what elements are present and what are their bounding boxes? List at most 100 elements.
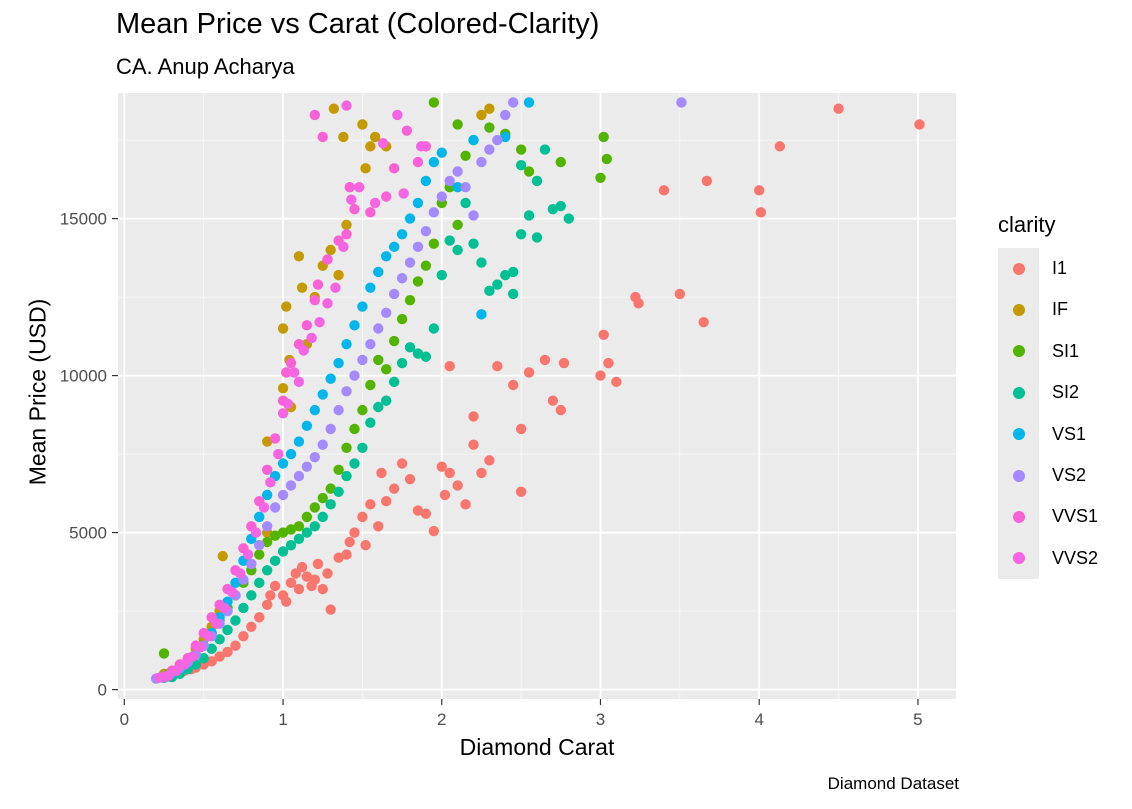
data-point: [214, 634, 225, 645]
data-point: [206, 643, 217, 654]
data-point: [309, 574, 321, 585]
data-point: [238, 631, 249, 642]
data-point: [444, 467, 455, 479]
data-point: [230, 615, 241, 626]
data-point: [428, 238, 440, 249]
data-point: [476, 467, 487, 479]
data-point: [507, 97, 519, 108]
data-point: [365, 338, 376, 350]
data-point: [341, 386, 352, 397]
data-point: [325, 604, 336, 615]
data-point: [349, 423, 360, 435]
legend-swatch: [1012, 345, 1025, 358]
data-point: [338, 131, 349, 143]
data-point: [219, 602, 230, 614]
data-point: [420, 225, 432, 237]
data-point: [500, 131, 511, 143]
data-point: [293, 533, 305, 545]
data-point: [415, 141, 427, 152]
data-point: [322, 568, 333, 579]
legend-item: VS2: [998, 455, 1128, 496]
data-point: [269, 433, 281, 444]
data-point: [436, 461, 447, 472]
legend-key: [998, 289, 1039, 330]
data-point: [555, 200, 567, 212]
data-point: [333, 357, 344, 369]
data-point: [452, 244, 463, 256]
data-point: [420, 260, 432, 271]
data-point: [373, 323, 384, 334]
data-point: [285, 448, 297, 460]
data-point: [360, 539, 371, 551]
data-point: [309, 109, 321, 121]
data-point: [523, 367, 535, 378]
data-point: [404, 474, 416, 485]
data-point: [306, 332, 317, 344]
x-tick-label: 2: [437, 710, 446, 729]
data-point: [523, 97, 535, 108]
data-point: [436, 269, 447, 281]
y-tick-label: 10000: [60, 367, 107, 386]
data-point: [269, 555, 281, 567]
data-point: [341, 549, 352, 560]
data-point: [344, 536, 355, 548]
data-point: [428, 97, 440, 108]
data-point: [333, 269, 344, 281]
data-point: [293, 376, 305, 388]
data-point: [341, 100, 352, 111]
data-point: [346, 194, 357, 205]
data-point: [296, 282, 308, 293]
data-point: [369, 197, 381, 209]
data-point: [277, 546, 289, 557]
data-point: [444, 175, 455, 187]
data-point: [468, 134, 479, 146]
data-point: [265, 590, 276, 601]
data-point: [322, 298, 333, 309]
data-point: [261, 565, 273, 576]
data-point: [285, 480, 297, 491]
data-point: [281, 596, 292, 607]
data-point: [507, 288, 519, 300]
data-point: [277, 527, 289, 538]
data-point: [412, 276, 424, 287]
data-point: [563, 213, 574, 224]
data-point: [547, 395, 559, 406]
data-point: [360, 163, 371, 174]
data-point: [404, 257, 416, 268]
data-point: [420, 175, 432, 187]
data-point: [354, 181, 365, 193]
data-point: [381, 191, 392, 202]
data-point: [261, 521, 273, 532]
data-point: [325, 423, 336, 435]
data-point: [333, 464, 344, 475]
data-point: [468, 210, 479, 221]
y-tick-label: 15000: [60, 210, 107, 229]
data-point: [428, 207, 440, 218]
data-point: [388, 483, 400, 494]
legend-key: [998, 414, 1039, 455]
data-point: [281, 301, 292, 312]
data-point: [317, 583, 328, 595]
data-point: [277, 382, 289, 394]
data-point: [658, 185, 670, 196]
data-point: [365, 282, 376, 293]
data-point: [357, 354, 368, 366]
data-point: [381, 395, 392, 406]
legend-key: [998, 538, 1039, 579]
data-point: [468, 439, 479, 450]
data-point: [298, 345, 309, 356]
data-point: [558, 357, 570, 369]
data-point: [484, 122, 495, 133]
data-point: [452, 219, 463, 231]
legend-label: IF: [1052, 299, 1068, 320]
data-point: [452, 480, 463, 491]
data-point: [301, 527, 313, 538]
x-tick-label: 5: [913, 710, 922, 729]
data-point: [539, 144, 551, 155]
data-point: [285, 524, 297, 535]
data-point: [349, 458, 360, 469]
data-point: [428, 525, 440, 537]
data-point: [507, 379, 519, 391]
data-point: [428, 156, 440, 168]
data-point: [388, 241, 400, 253]
